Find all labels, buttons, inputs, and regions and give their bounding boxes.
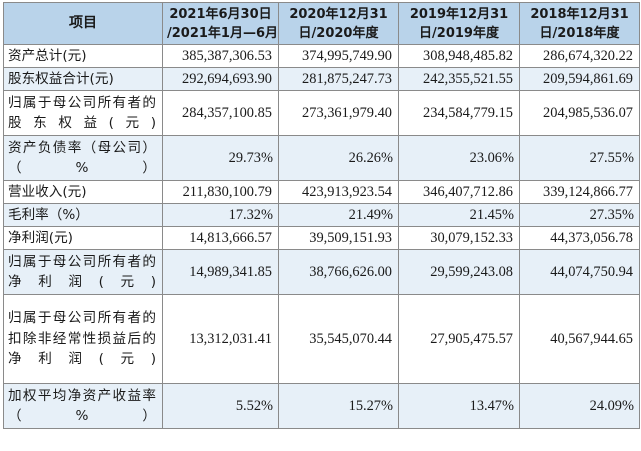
header-period-2018: 2018年12月31 日/2018年度 [519, 2, 640, 45]
row-value: 35,545,070.44 [278, 294, 399, 384]
header-period-2020: 2020年12月31 日/2020年度 [278, 2, 399, 45]
row-value: 30,079,152.33 [398, 226, 520, 250]
table-header-row: 项目 2021年6月30日 /2021年1月—6月 2020年12月31 日/2… [3, 2, 640, 45]
table-row: 资产总计(元) 385,387,306.53 374,995,749.90 30… [3, 44, 640, 68]
row-value: 39,509,151.93 [278, 226, 399, 250]
row-value: 15.27% [278, 383, 399, 429]
row-label: 归属于母公司所有者的股东权益(元) [3, 90, 163, 136]
row-label: 资产总计(元) [3, 44, 163, 68]
row-value: 23.06% [398, 135, 520, 181]
row-value: 26.26% [278, 135, 399, 181]
row-value: 204,985,536.07 [519, 90, 640, 136]
row-value: 234,584,779.15 [398, 90, 520, 136]
table-row: 归属于母公司所有者的净利润(元) 14,989,341.85 38,766,62… [3, 249, 640, 295]
row-value: 38,766,626.00 [278, 249, 399, 295]
row-value: 29.73% [162, 135, 279, 181]
row-value: 21.45% [398, 203, 520, 227]
row-label: 毛利率（%） [3, 203, 163, 227]
row-value: 13.47% [398, 383, 520, 429]
row-label: 加权平均净资产收益率（%） [3, 383, 163, 429]
row-value: 374,995,749.90 [278, 44, 399, 68]
row-value: 292,694,693.90 [162, 67, 279, 91]
row-value: 29,599,243.08 [398, 249, 520, 295]
row-value: 339,124,866.77 [519, 180, 640, 204]
header-line: 2018年12月31 [530, 6, 629, 22]
row-value: 286,674,320.22 [519, 44, 640, 68]
row-value: 385,387,306.53 [162, 44, 279, 68]
row-value: 284,357,100.85 [162, 90, 279, 136]
row-value: 14,989,341.85 [162, 249, 279, 295]
header-line: 日/2019年度 [419, 25, 499, 41]
header-period-2021h1: 2021年6月30日 /2021年1月—6月 [162, 2, 279, 45]
row-value: 27.55% [519, 135, 640, 181]
row-label: 归属于母公司所有者的扣除非经常性损益后的净利润(元) [3, 294, 163, 384]
header-line: 项目 [69, 15, 97, 31]
header-line: 2019年12月31 [409, 6, 509, 22]
row-label: 净利润(元) [3, 226, 163, 250]
table-row: 加权平均净资产收益率（%） 5.52% 15.27% 13.47% 24.09% [3, 383, 640, 429]
row-value: 423,913,923.54 [278, 180, 399, 204]
row-value: 242,355,521.55 [398, 67, 520, 91]
row-label: 股东权益合计(元) [3, 67, 163, 91]
row-value: 44,373,056.78 [519, 226, 640, 250]
table-row: 归属于母公司所有者的扣除非经常性损益后的净利润(元) 13,312,031.41… [3, 294, 640, 384]
row-value: 40,567,944.65 [519, 294, 640, 384]
row-value: 308,948,485.82 [398, 44, 520, 68]
row-label: 归属于母公司所有者的净利润(元) [3, 249, 163, 295]
row-value: 44,074,750.94 [519, 249, 640, 295]
row-value: 346,407,712.86 [398, 180, 520, 204]
row-value: 13,312,031.41 [162, 294, 279, 384]
row-value: 281,875,247.73 [278, 67, 399, 91]
header-item: 项目 [3, 2, 163, 45]
financial-summary-table: 项目 2021年6月30日 /2021年1月—6月 2020年12月31 日/2… [3, 2, 640, 429]
row-value: 21.49% [278, 203, 399, 227]
row-value: 17.32% [162, 203, 279, 227]
header-line: 2021年6月30日 [169, 6, 272, 22]
table-row: 营业收入(元) 211,830,100.79 423,913,923.54 34… [3, 180, 640, 204]
row-value: 273,361,979.40 [278, 90, 399, 136]
header-line: 日/2018年度 [539, 25, 620, 41]
table-row: 股东权益合计(元) 292,694,693.90 281,875,247.73 … [3, 67, 640, 91]
table-row: 净利润(元) 14,813,666.57 39,509,151.93 30,07… [3, 226, 640, 250]
header-line: 2020年12月31 [289, 6, 388, 22]
row-label: 营业收入(元) [3, 180, 163, 204]
header-period-2019: 2019年12月31 日/2019年度 [398, 2, 520, 45]
header-line: 日/2020年度 [298, 25, 379, 41]
row-value: 27.35% [519, 203, 640, 227]
header-line: /2021年1月—6月 [167, 25, 279, 41]
row-value: 211,830,100.79 [162, 180, 279, 204]
table-row: 资产负债率（母公司）（%） 29.73% 26.26% 23.06% 27.55… [3, 135, 640, 181]
table-row: 毛利率（%） 17.32% 21.49% 21.45% 27.35% [3, 203, 640, 227]
row-value: 14,813,666.57 [162, 226, 279, 250]
row-value: 209,594,861.69 [519, 67, 640, 91]
row-value: 24.09% [519, 383, 640, 429]
row-value: 27,905,475.57 [398, 294, 520, 384]
table-row: 归属于母公司所有者的股东权益(元) 284,357,100.85 273,361… [3, 90, 640, 136]
row-value: 5.52% [162, 383, 279, 429]
row-label: 资产负债率（母公司）（%） [3, 135, 163, 181]
